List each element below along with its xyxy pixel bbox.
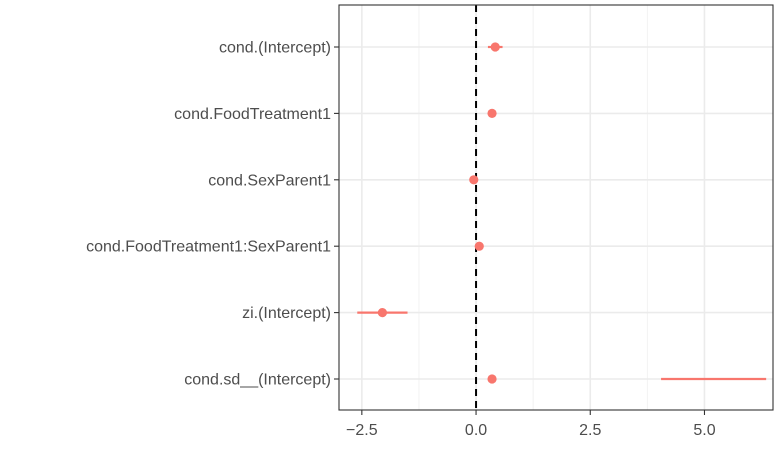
- y-tick-label: cond.(Intercept): [219, 40, 331, 57]
- y-tick-label: zi.(Intercept): [242, 305, 331, 322]
- x-tick-label: 0.0: [465, 422, 487, 439]
- estimate-point: [378, 308, 387, 317]
- panel-border: [339, 5, 773, 410]
- estimate-point: [475, 242, 484, 251]
- estimate-point: [491, 42, 500, 51]
- y-axis: cond.(Intercept) cond.FoodTreatment1 cond.…: [86, 40, 339, 389]
- grid: [339, 5, 773, 410]
- y-tick-label: cond.FoodTreatment1: [174, 106, 331, 123]
- y-tick-label: cond.SexParent1: [208, 172, 331, 189]
- y-tick-label: cond.sd__(Intercept): [184, 372, 331, 389]
- x-tick-label: 2.5: [579, 422, 601, 439]
- x-tick-label: −2.5: [346, 422, 378, 439]
- y-tick-label: cond.FoodTreatment1:SexParent1: [86, 239, 331, 256]
- x-axis: −2.5 0.0 2.5 5.0: [346, 410, 716, 439]
- estimate-point: [487, 374, 496, 383]
- estimate-point: [487, 109, 496, 118]
- x-tick-label: 5.0: [693, 422, 715, 439]
- estimate-point: [469, 175, 478, 184]
